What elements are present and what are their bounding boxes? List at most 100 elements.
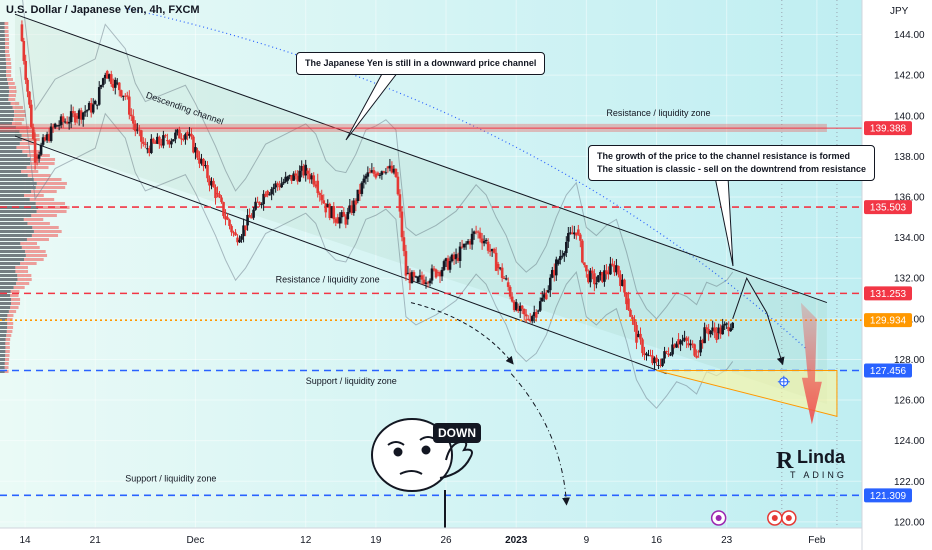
y-tick-label: 128.00 <box>894 355 925 366</box>
volume-bar-buy <box>0 366 5 369</box>
candle-body <box>87 103 91 111</box>
volume-bar-sell <box>21 246 40 249</box>
candle-body <box>146 148 149 150</box>
candle-body <box>548 277 552 291</box>
candle-body <box>715 332 718 340</box>
candle-body <box>613 265 616 273</box>
candle-body <box>460 246 464 248</box>
channel-lower-line <box>14 135 667 375</box>
price-line-badge <box>864 363 912 378</box>
candle-body <box>200 158 203 164</box>
volume-bar-buy <box>0 94 9 97</box>
candle-body <box>156 136 159 144</box>
candle-body <box>338 217 342 224</box>
candle-body <box>699 340 702 353</box>
candle-body <box>559 256 562 261</box>
candle-body <box>180 138 183 140</box>
candle-body <box>382 171 386 173</box>
volume-bar-buy <box>0 302 12 305</box>
candle-body <box>222 202 225 217</box>
price-line-value: 127.456 <box>870 366 907 377</box>
volume-bar-buy <box>0 322 8 325</box>
volume-bar-buy <box>0 66 7 69</box>
volume-bar-buy <box>0 150 23 153</box>
volume-bar-buy <box>0 270 16 273</box>
candle-body <box>282 181 285 184</box>
volume-bar-sell <box>20 262 37 265</box>
candle-body <box>95 104 99 106</box>
candle-body <box>111 83 115 88</box>
candle-body <box>89 103 93 113</box>
volume-bar-buy <box>0 218 24 221</box>
candle-body <box>125 95 129 97</box>
candle-body <box>308 173 312 180</box>
price-line-value: 129.934 <box>870 316 907 327</box>
candle-body <box>212 180 215 188</box>
candle-body <box>667 353 670 356</box>
volume-bar-buy <box>0 278 18 281</box>
volume-bar-buy <box>0 122 12 125</box>
candle-body <box>206 165 209 179</box>
candle-body <box>669 354 672 356</box>
candle-body <box>625 292 628 305</box>
candle-body <box>571 232 574 235</box>
volume-bar-sell <box>8 94 16 97</box>
y-tick-label: 120.00 <box>894 517 925 528</box>
candle-body <box>198 157 201 164</box>
candle-body <box>661 358 664 366</box>
candle-body <box>26 79 29 92</box>
price-line-badge <box>864 313 912 328</box>
candle-body <box>105 71 109 79</box>
candle-body <box>567 233 570 242</box>
candle-body <box>502 277 506 279</box>
candle-body <box>73 113 77 123</box>
candle-body <box>546 290 550 293</box>
candle-body <box>504 278 508 280</box>
candle-body <box>144 143 147 145</box>
volume-bar-sell <box>6 74 12 77</box>
candle-body <box>45 134 49 141</box>
candle-body <box>627 298 630 310</box>
candle-body <box>599 272 602 276</box>
candle-body <box>109 74 113 84</box>
candle-body <box>619 274 622 286</box>
volume-bar-sell <box>31 234 59 237</box>
volume-bar-sell <box>12 106 23 109</box>
volume-bar-sell <box>25 254 48 257</box>
candle-body <box>33 139 37 163</box>
volume-bar-buy <box>0 338 6 341</box>
candle-body <box>554 259 558 276</box>
volume-bar-sell <box>4 34 9 37</box>
volume-bar-sell <box>7 322 14 325</box>
candle-body <box>320 194 324 201</box>
volume-bar-buy <box>0 370 5 373</box>
y-axis-panel <box>862 0 932 550</box>
candle-body <box>192 136 195 153</box>
volume-bar-sell <box>8 98 16 101</box>
volume-bar-buy <box>0 330 7 333</box>
candle-body <box>577 229 580 235</box>
candle-body <box>506 282 510 287</box>
candle-body <box>450 254 454 262</box>
volume-bar-buy <box>0 194 25 197</box>
candle-body <box>631 316 634 320</box>
candle-body <box>544 294 548 300</box>
volume-bar-sell <box>6 330 13 333</box>
candle-body <box>306 170 310 174</box>
volume-bar-buy <box>0 198 30 201</box>
candle-body <box>186 132 189 136</box>
volume-bar-sell <box>30 162 55 165</box>
volume-bar-buy <box>0 358 6 361</box>
candle-body <box>581 240 584 263</box>
candle-body <box>637 333 640 338</box>
volume-bar-buy <box>0 182 37 185</box>
candle-body <box>464 243 468 245</box>
volume-bar-sell <box>13 118 25 121</box>
y-tick-label: 136.00 <box>894 192 925 203</box>
volume-bar-buy <box>0 266 16 269</box>
volume-bar-sell <box>24 194 44 197</box>
candle-body <box>518 305 522 312</box>
candle-body <box>552 269 556 276</box>
dashed-arrow <box>410 302 514 365</box>
